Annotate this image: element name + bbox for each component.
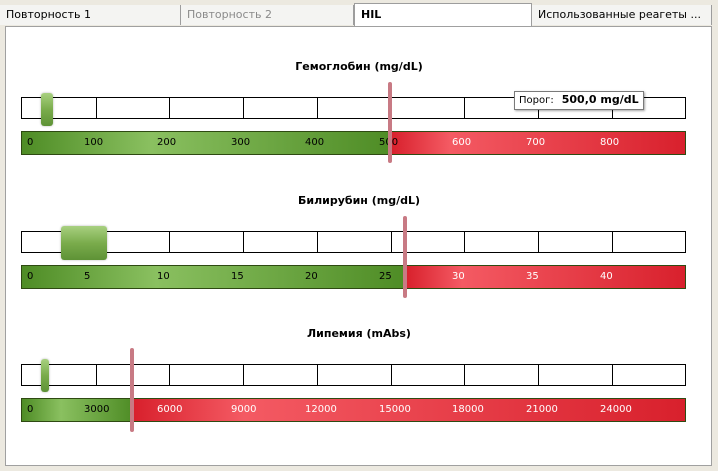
threshold-tooltip: Порог: 500,0 mg/dL: [514, 91, 644, 110]
scale-tick-label: 15: [231, 271, 244, 282]
track-divider: [317, 365, 318, 385]
bilirubin-slider-thumb[interactable]: [61, 226, 107, 260]
scale-tick-label: 100: [84, 137, 104, 148]
lipemia-title: Липемия (mAbs): [307, 327, 411, 340]
scale-tick-label: 600: [452, 137, 472, 148]
hemoglobin-slider-thumb[interactable]: [41, 93, 53, 126]
bilirubin-track[interactable]: [21, 231, 686, 253]
track-divider: [317, 232, 318, 252]
scale-tick-label: 6000: [157, 404, 183, 415]
track-divider: [464, 232, 465, 252]
scale-tick-label: 30: [452, 271, 465, 282]
scale-tick-label: 400: [305, 137, 325, 148]
scale-tick-label: 800: [600, 137, 620, 148]
track-divider: [96, 98, 97, 118]
lipemia-scale: 0 3000 6000 9000 12000 15000 18000 21000 24000: [21, 398, 686, 422]
track-divider: [169, 232, 170, 252]
track-divider: [96, 365, 97, 385]
tooltip-value: 500,0 mg/dL: [561, 93, 639, 106]
scale-tick-label: 15000: [379, 404, 411, 415]
scale-tick-label: 21000: [526, 404, 558, 415]
lipemia-threshold-marker[interactable]: [130, 348, 134, 432]
tab-repeat-2[interactable]: Повторность 2: [181, 5, 354, 25]
bilirubin-title: Билирубин (mg/dL): [297, 194, 420, 207]
scale-tick-label: 12000: [305, 404, 337, 415]
scale-tick-label: 0: [27, 271, 34, 282]
lipemia-track[interactable]: [21, 364, 686, 386]
tab-label: Использованные реагеты ...: [538, 8, 701, 21]
scale-tick-label: 3000: [84, 404, 110, 415]
track-divider: [391, 232, 392, 252]
track-divider: [612, 365, 613, 385]
tab-label: Повторность 1: [6, 8, 91, 21]
tab-label: HIL: [361, 8, 382, 21]
track-divider: [391, 365, 392, 385]
tab-bar: Повторность 1 Повторность 2 HIL Использо…: [0, 0, 718, 27]
track-divider: [243, 98, 244, 118]
track-divider: [538, 232, 539, 252]
track-divider: [169, 365, 170, 385]
scale-tick-label: 25: [379, 271, 392, 282]
track-divider: [538, 365, 539, 385]
track-divider: [464, 98, 465, 118]
tab-hil[interactable]: HIL: [354, 3, 532, 27]
scale-tick-label: 35: [526, 271, 539, 282]
tab-repeat-1[interactable]: Повторность 1: [0, 5, 181, 25]
hemoglobin-scale: 0100200300400500600700800: [21, 131, 686, 155]
scale-tick-label: 0: [27, 137, 34, 148]
scale-tick-label: 20: [305, 271, 318, 282]
bilirubin-threshold-marker[interactable]: [403, 216, 407, 298]
scale-tick-label: 10: [157, 271, 170, 282]
scale-tick-label: 24000: [600, 404, 632, 415]
scale-tick-label: 300: [231, 137, 251, 148]
scale-tick-label: 700: [526, 137, 546, 148]
track-divider: [169, 98, 170, 118]
lipemia-slider-thumb[interactable]: [41, 359, 49, 392]
track-divider: [243, 365, 244, 385]
track-divider: [243, 232, 244, 252]
scale-tick-label: 200: [157, 137, 177, 148]
tab-label: Повторность 2: [187, 8, 272, 21]
scale-tick-label: 18000: [452, 404, 484, 415]
scale-tick-label: 5: [84, 271, 91, 282]
tooltip-label: Порог:: [519, 95, 554, 106]
hemoglobin-threshold-marker[interactable]: [388, 82, 392, 163]
scale-tick-label: 0: [27, 404, 34, 415]
track-divider: [612, 232, 613, 252]
bilirubin-scale: 0 5 10 15 20 25 30 35 40: [21, 265, 686, 289]
track-divider: [464, 365, 465, 385]
tab-used-reagents[interactable]: Использованные реагеты ...: [532, 5, 712, 25]
track-divider: [317, 98, 318, 118]
scale-tick-label: 40: [600, 271, 613, 282]
scale-tick-label: 9000: [231, 404, 257, 415]
hemoglobin-title: Гемоглобин (mg/dL): [295, 60, 423, 73]
